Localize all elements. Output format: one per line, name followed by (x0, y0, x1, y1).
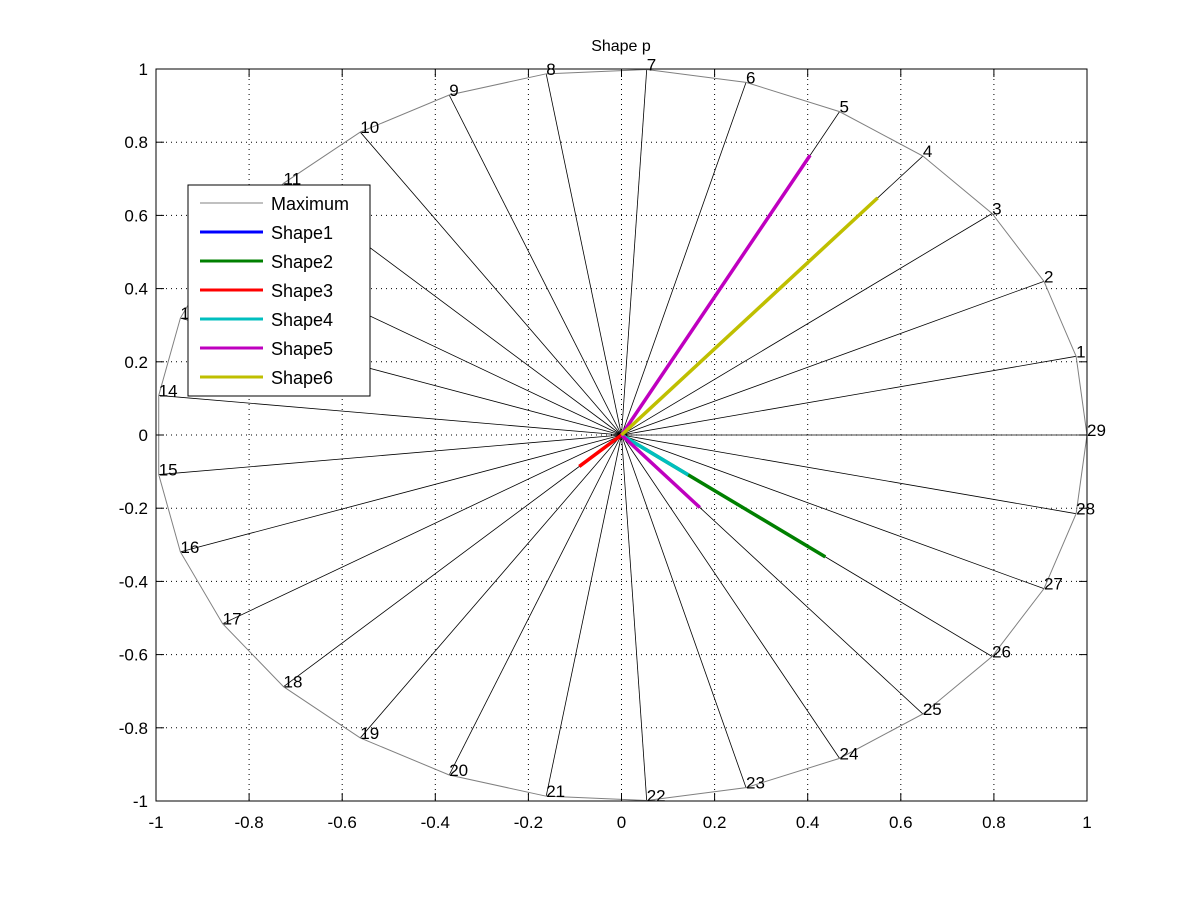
spoke-24 (621, 434, 840, 759)
legend-label-maximum: Maximum (271, 194, 349, 214)
spoke-label-15: 15 (159, 461, 178, 480)
spoke-label-18: 18 (284, 673, 303, 692)
legend-label-shape4: Shape4 (271, 310, 333, 330)
x-tick-label: 0.2 (703, 813, 727, 832)
spoke-16 (180, 434, 622, 553)
legend: Maximum Shape1 Shape2 Shape3 Shape4 Shape5 Sha… (187, 184, 371, 397)
y-tick-label: 1 (139, 60, 148, 79)
legend-label-shape2: Shape2 (271, 252, 333, 272)
spoke-label-29: 29 (1087, 421, 1106, 440)
y-tick-label: 0.6 (124, 206, 148, 225)
y-tick-label: 0.4 (124, 280, 148, 299)
spoke-label-5: 5 (840, 98, 849, 117)
spoke-label-9: 9 (449, 81, 458, 100)
spoke-label-27: 27 (1044, 575, 1063, 594)
spoke-23 (621, 434, 747, 788)
series-maximum (158, 69, 1088, 801)
y-tick-label: 0 (139, 426, 148, 445)
y-tick-label: -0.2 (119, 499, 148, 518)
y-tick-label: 0.2 (124, 353, 148, 372)
spoke-21 (545, 434, 622, 797)
spoke-1 (621, 355, 1077, 436)
y-tick-label: -0.8 (119, 719, 148, 738)
spoke-9 (448, 94, 622, 436)
spoke-label-14: 14 (159, 381, 178, 400)
x-tick-label: 0.8 (982, 813, 1006, 832)
spoke-label-7: 7 (647, 56, 656, 75)
spoke-28 (621, 434, 1077, 515)
x-tick-label: -0.8 (234, 813, 263, 832)
legend-label-shape5: Shape5 (271, 339, 333, 359)
spoke-label-11: 11 (284, 169, 302, 188)
x-tick-label: -0.2 (514, 813, 543, 832)
x-tick-label: -0.4 (421, 813, 450, 832)
spoke-20 (448, 434, 622, 776)
spoke-14 (158, 395, 622, 436)
spoke-label-26: 26 (992, 642, 1011, 661)
spoke-label-20: 20 (449, 761, 468, 780)
spoke-6 (621, 82, 747, 436)
spoke-label-3: 3 (992, 200, 1001, 219)
series-shape6-segment (620, 196, 879, 437)
spoke-label-2: 2 (1044, 267, 1053, 286)
spoke-27 (621, 434, 1045, 590)
x-tick-label: -0.6 (328, 813, 357, 832)
y-tick-label: -0.4 (119, 572, 148, 591)
spoke-2 (621, 280, 1045, 436)
x-tick-label: 0.4 (796, 813, 820, 832)
spoke-8 (545, 73, 622, 436)
spoke-10 (359, 131, 622, 436)
series-shape5-segment (620, 154, 812, 436)
y-tick-label: -1 (133, 792, 148, 811)
spoke-label-17: 17 (223, 610, 242, 629)
spoke-label-16: 16 (180, 538, 199, 557)
spoke-label-4: 4 (923, 142, 932, 161)
spoke-15 (158, 434, 622, 475)
x-tick-label: -1 (148, 813, 163, 832)
spoke-3 (621, 213, 993, 436)
spoke-label-28: 28 (1076, 500, 1095, 519)
spoke-19 (359, 434, 622, 739)
spoke-label-1: 1 (1076, 342, 1085, 361)
series-shape3-segment (578, 433, 623, 468)
series-shape4-segment (620, 433, 690, 477)
spoke-label-22: 22 (647, 786, 666, 805)
spoke-label-19: 19 (360, 724, 379, 743)
x-tick-label: 0.6 (889, 813, 913, 832)
spoke-22 (621, 434, 648, 801)
legend-label-shape3: Shape3 (271, 281, 333, 301)
spoke-label-24: 24 (840, 744, 859, 763)
chart-title: Shape p (591, 38, 651, 55)
spoke-18 (283, 434, 622, 688)
legend-label-shape6: Shape6 (271, 368, 333, 388)
x-tick-label: 0 (617, 813, 626, 832)
spoke-label-25: 25 (923, 700, 942, 719)
spoke-label-21: 21 (546, 782, 565, 801)
spoke-label-10: 10 (360, 118, 379, 137)
y-tick-label: 0.8 (124, 133, 148, 152)
y-tick-label: -0.6 (119, 646, 148, 665)
spoke-7 (621, 69, 648, 436)
series-shape5-segment (620, 433, 702, 509)
spoke-label-23: 23 (746, 774, 765, 793)
legend-label-shape1: Shape1 (271, 223, 333, 243)
x-tick-label: 1 (1082, 813, 1091, 832)
spoke-label-6: 6 (746, 68, 755, 87)
spoke-17 (222, 434, 622, 625)
